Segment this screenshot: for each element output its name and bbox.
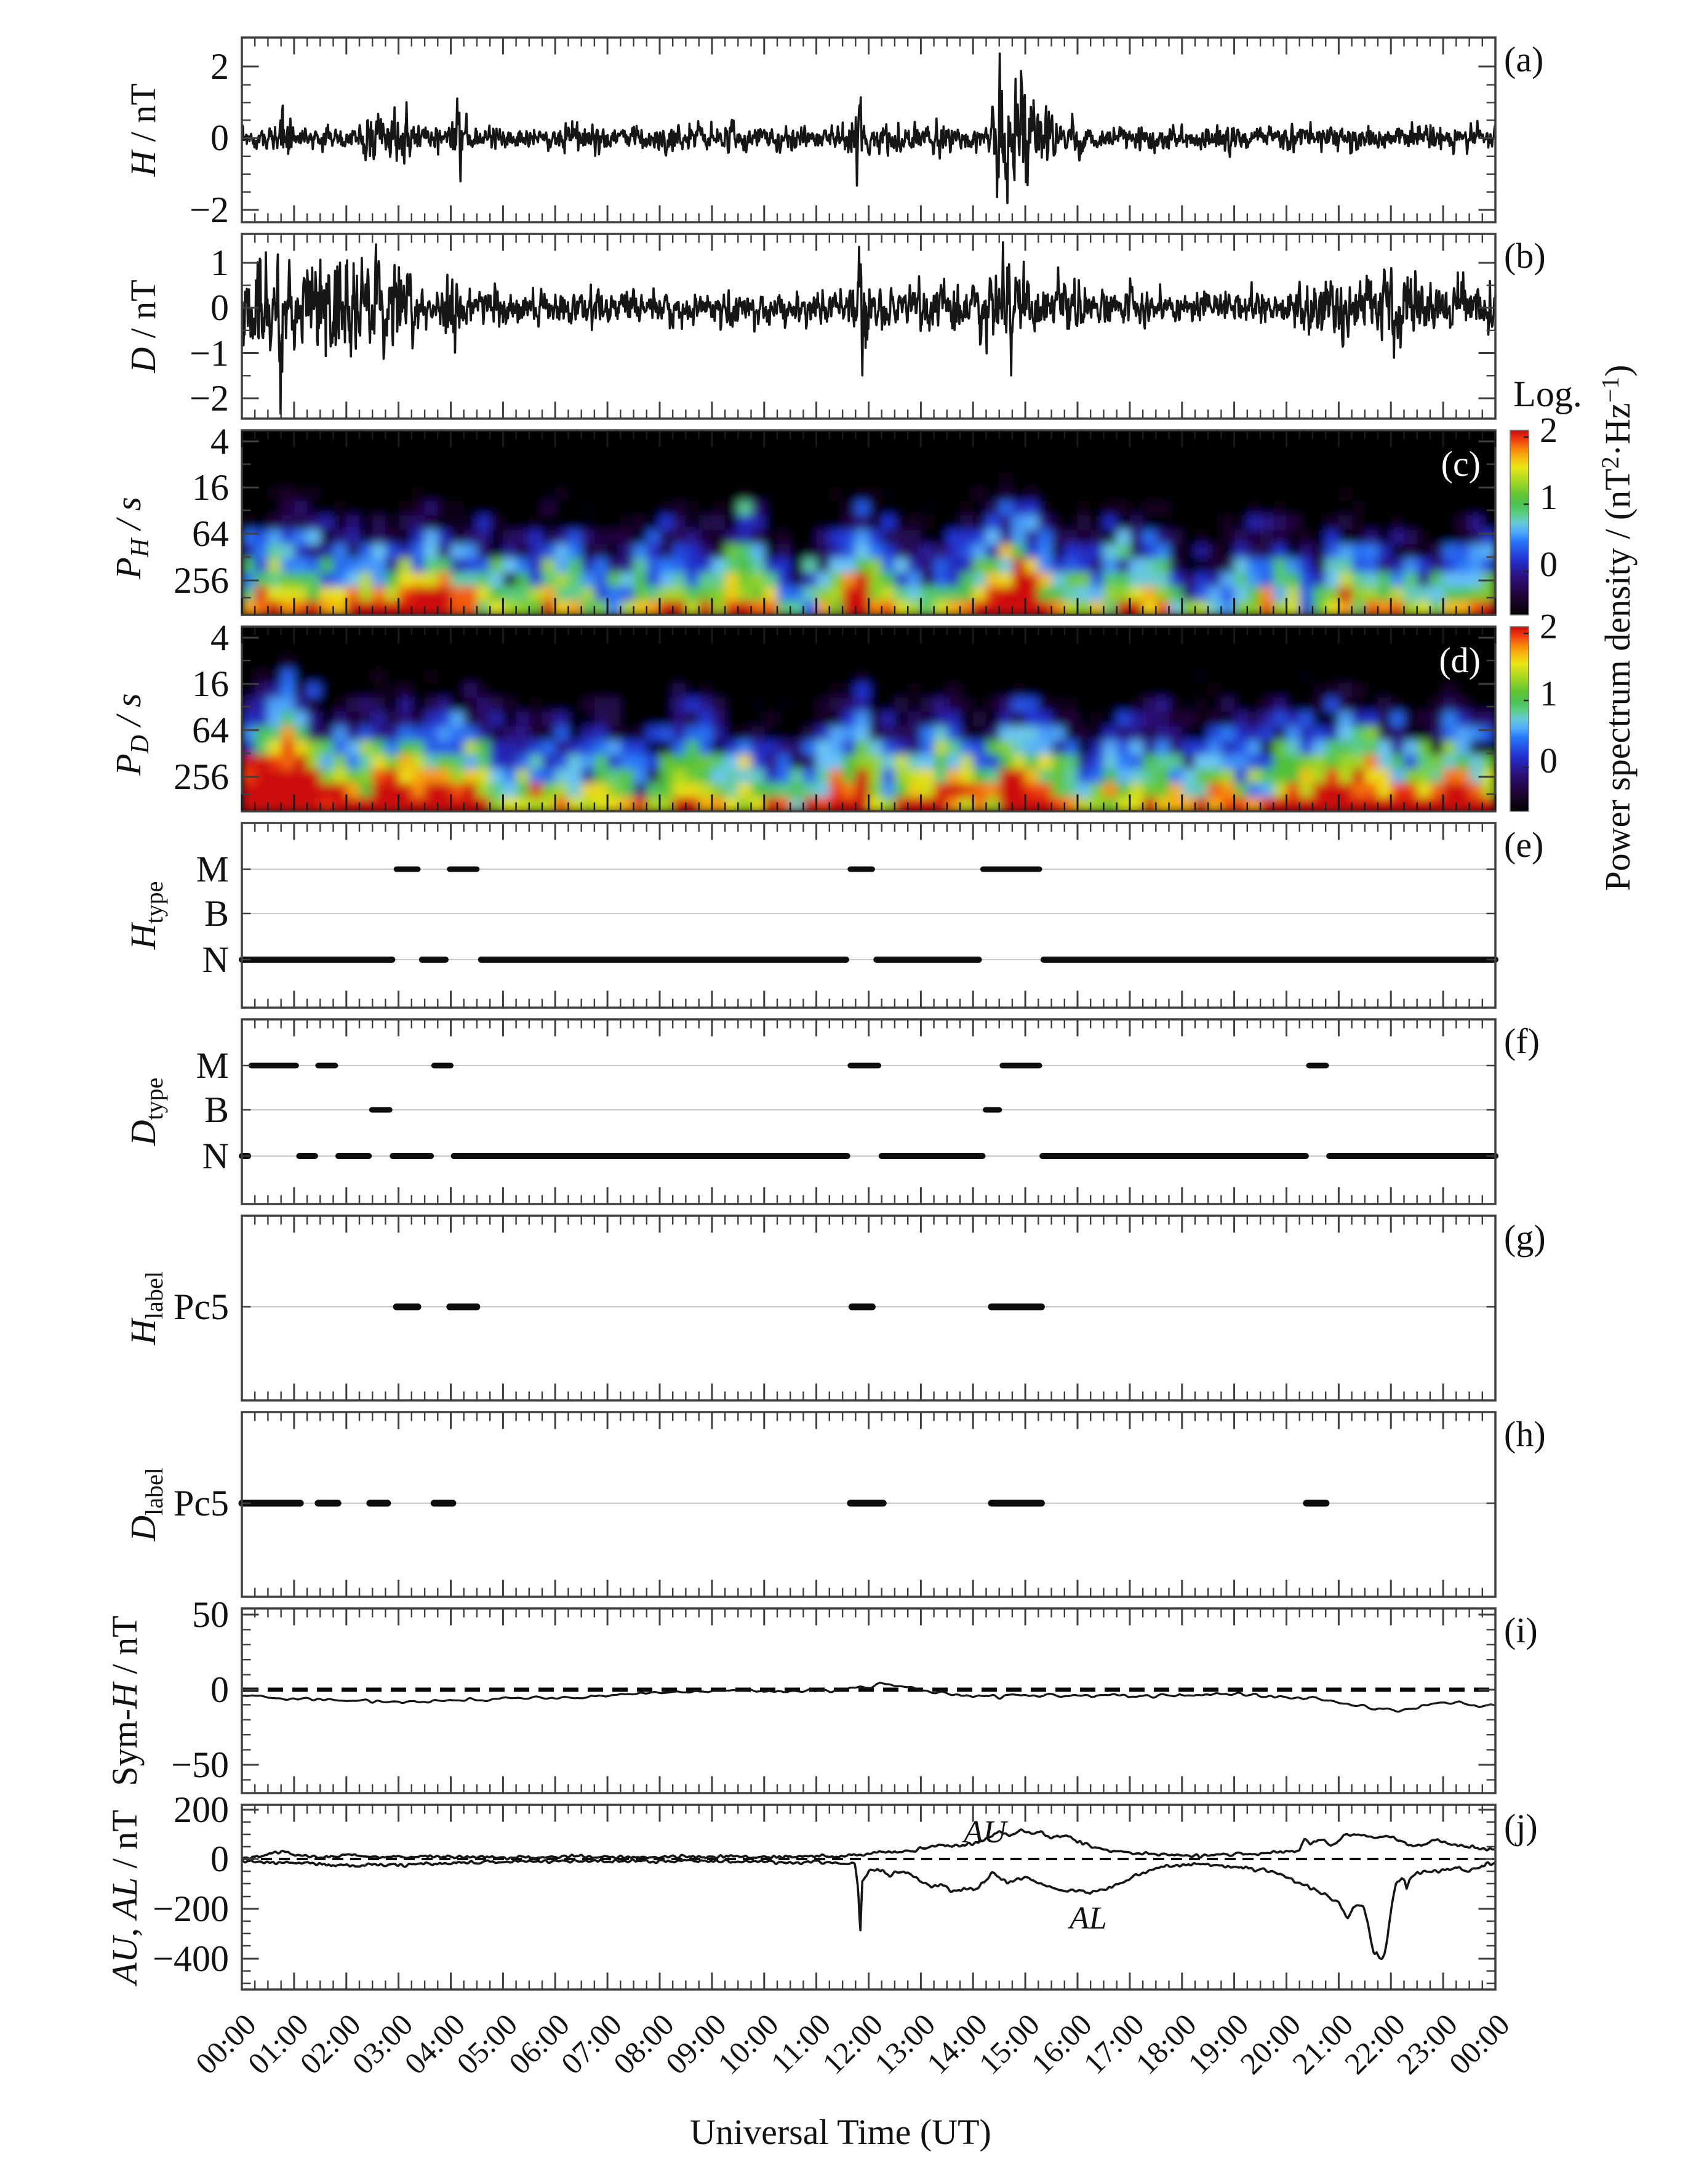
- svg-text:B: B: [204, 893, 229, 934]
- svg-text:D / nT: D / nT: [123, 279, 163, 373]
- svg-text:AL: AL: [1068, 1901, 1107, 1936]
- svg-text:Universal Time (UT): Universal Time (UT): [690, 2112, 991, 2152]
- svg-text:(i): (i): [1504, 1610, 1538, 1650]
- svg-text:2: 2: [1540, 606, 1558, 646]
- svg-text:256: 256: [174, 757, 229, 797]
- svg-text:16: 16: [192, 467, 229, 508]
- svg-text:N: N: [202, 939, 229, 980]
- svg-text:1: 1: [1540, 477, 1558, 517]
- svg-text:(h): (h): [1504, 1414, 1546, 1454]
- svg-text:Log.: Log.: [1513, 374, 1582, 414]
- svg-text:Power spectrum density / (nT2·: Power spectrum density / (nT2·Hz−1): [1596, 364, 1638, 891]
- svg-text:AU: AU: [962, 1815, 1009, 1850]
- svg-text:Pc5: Pc5: [174, 1483, 229, 1524]
- svg-text:256: 256: [174, 560, 229, 601]
- svg-text:(a): (a): [1504, 39, 1543, 79]
- svg-text:(e): (e): [1504, 825, 1543, 865]
- svg-text:50: 50: [192, 1594, 229, 1635]
- svg-text:B: B: [204, 1090, 229, 1130]
- svg-text:0: 0: [210, 1669, 229, 1710]
- svg-text:4: 4: [210, 617, 229, 658]
- svg-text:(d): (d): [1439, 640, 1481, 680]
- svg-text:1: 1: [1540, 673, 1558, 713]
- svg-text:−50: −50: [171, 1744, 229, 1785]
- svg-text:H / nT: H / nT: [123, 83, 163, 177]
- svg-text:Pc5: Pc5: [174, 1287, 229, 1327]
- svg-text:PH / s: PH / s: [108, 497, 154, 579]
- svg-text:−2: −2: [190, 378, 229, 419]
- svg-text:M: M: [196, 1045, 229, 1086]
- svg-text:0: 0: [210, 287, 229, 328]
- svg-text:64: 64: [192, 710, 229, 750]
- svg-text:Htype: Htype: [123, 881, 168, 950]
- svg-text:(j): (j): [1504, 1807, 1538, 1847]
- svg-text:M: M: [196, 849, 229, 889]
- svg-text:Hlabel: Hlabel: [123, 1271, 168, 1346]
- svg-text:−2: −2: [190, 190, 229, 230]
- svg-text:4: 4: [210, 421, 229, 462]
- svg-text:(b): (b): [1504, 236, 1546, 276]
- svg-text:Dtype: Dtype: [123, 1078, 168, 1147]
- svg-text:N: N: [202, 1136, 229, 1176]
- svg-text:(g): (g): [1504, 1218, 1546, 1258]
- svg-text:64: 64: [192, 513, 229, 554]
- svg-text:2: 2: [1540, 410, 1558, 450]
- svg-text:0: 0: [210, 118, 229, 158]
- svg-text:200: 200: [174, 1789, 229, 1830]
- svg-text:−200: −200: [153, 1889, 229, 1929]
- svg-text:Dlabel: Dlabel: [123, 1467, 168, 1542]
- svg-text:−400: −400: [153, 1938, 229, 1979]
- svg-text:PD / s: PD / s: [108, 693, 154, 776]
- svg-text:16: 16: [192, 664, 229, 704]
- svg-text:AU, AL / nT: AU, AL / nT: [105, 1810, 145, 1987]
- svg-text:−1: −1: [190, 333, 229, 374]
- svg-text:(f): (f): [1504, 1021, 1540, 1061]
- svg-text:Sym-H / nT: Sym-H / nT: [105, 1615, 145, 1786]
- svg-text:(c): (c): [1441, 444, 1481, 484]
- svg-text:1: 1: [210, 243, 229, 283]
- svg-text:0: 0: [1540, 544, 1558, 584]
- svg-text:2: 2: [210, 46, 229, 87]
- svg-text:0: 0: [1540, 741, 1558, 781]
- svg-text:0: 0: [210, 1839, 229, 1879]
